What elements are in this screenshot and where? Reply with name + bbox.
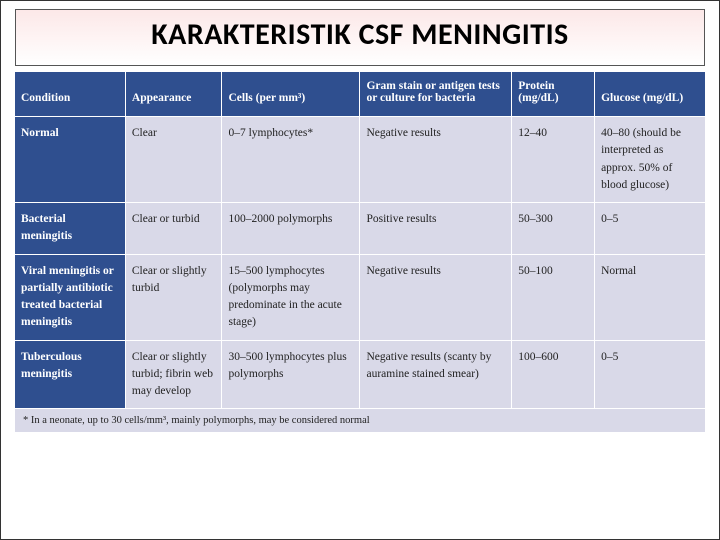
row-head: Viral meningitis or partially antibiotic… — [15, 254, 125, 340]
page-title: KARAKTERISTIK CSF MENINGITIS — [28, 16, 692, 53]
table-body: Normal Clear 0–7 lymphocytes* Negative r… — [15, 117, 705, 409]
table-row: Viral meningitis or partially antibiotic… — [15, 254, 705, 340]
table-row: Bacterial meningitis Clear or turbid 100… — [15, 203, 705, 255]
row-head: Normal — [15, 117, 125, 203]
col-glucose: Glucose (mg/dL) — [595, 72, 705, 117]
col-gram: Gram stain or antigen tests or culture f… — [360, 72, 512, 117]
cell: Negative results — [360, 117, 512, 203]
cell: 100–600 — [512, 340, 595, 408]
cell: 50–100 — [512, 254, 595, 340]
table-container: Condition Appearance Cells (per mm³) Gra… — [15, 72, 705, 408]
cell: Negative results (scanty by auramine sta… — [360, 340, 512, 408]
col-cells: Cells (per mm³) — [222, 72, 360, 117]
footnote: * In a neonate, up to 30 cells/mm³, main… — [15, 408, 705, 432]
cell: 100–2000 polymorphs — [222, 203, 360, 255]
cell: 12–40 — [512, 117, 595, 203]
cell: Negative results — [360, 254, 512, 340]
cell: 15–500 lymphocytes (polymorphs may predo… — [222, 254, 360, 340]
title-box: KARAKTERISTIK CSF MENINGITIS — [15, 9, 705, 66]
cell: Clear — [125, 117, 222, 203]
cell: Normal — [595, 254, 705, 340]
cell: Clear or turbid — [125, 203, 222, 255]
row-head: Bacterial meningitis — [15, 203, 125, 255]
table-row: Tuberculous meningitis Clear or slightly… — [15, 340, 705, 408]
col-appearance: Appearance — [125, 72, 222, 117]
table-head: Condition Appearance Cells (per mm³) Gra… — [15, 72, 705, 117]
slide: KARAKTERISTIK CSF MENINGITIS Condition A… — [0, 0, 720, 540]
cell: 0–7 lymphocytes* — [222, 117, 360, 203]
cell: 0–5 — [595, 340, 705, 408]
col-condition: Condition — [15, 72, 125, 117]
cell: 50–300 — [512, 203, 595, 255]
cell: Positive results — [360, 203, 512, 255]
cell: Clear or slightly turbid — [125, 254, 222, 340]
cell: 40–80 (should be interpreted as approx. … — [595, 117, 705, 203]
cell: 30–500 lymphocytes plus polymorphs — [222, 340, 360, 408]
csf-table: Condition Appearance Cells (per mm³) Gra… — [15, 72, 705, 408]
col-protein: Protein (mg/dL) — [512, 72, 595, 117]
row-head: Tuberculous meningitis — [15, 340, 125, 408]
cell: Clear or slightly turbid; fibrin web may… — [125, 340, 222, 408]
table-row: Normal Clear 0–7 lymphocytes* Negative r… — [15, 117, 705, 203]
cell: 0–5 — [595, 203, 705, 255]
